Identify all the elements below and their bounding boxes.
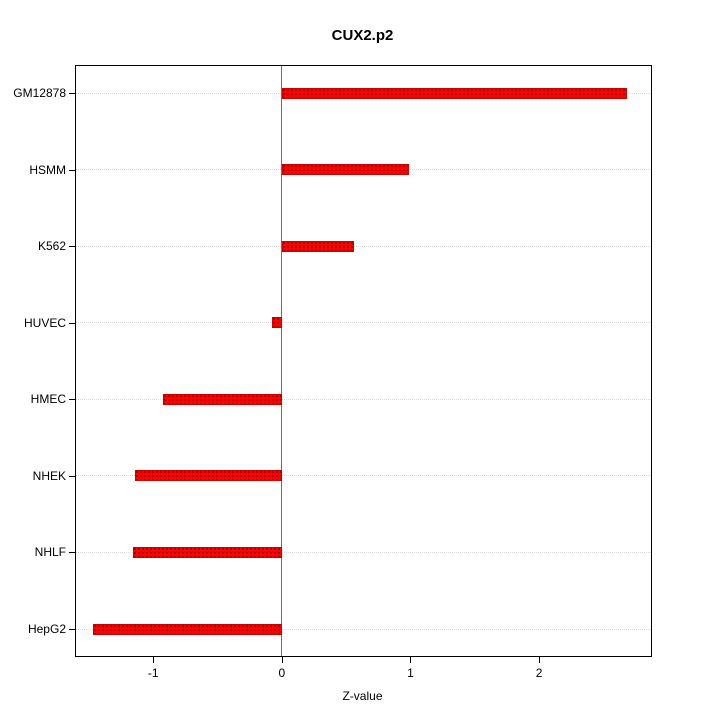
y-tick-mark	[69, 399, 75, 401]
y-tick-mark	[69, 246, 75, 248]
bar-hepg2	[92, 623, 282, 635]
y-tick-label-nhek: NHEK	[32, 468, 66, 483]
bar-huvec	[271, 317, 282, 329]
y-tick-label-hepg2: HepG2	[27, 622, 66, 636]
y-tick-mark	[69, 552, 75, 554]
bar-nhek	[135, 470, 282, 482]
gridline-hepg2	[76, 628, 651, 630]
y-tick-mark	[69, 629, 75, 630]
gridline-huvec	[76, 322, 651, 324]
gridline-hmec	[76, 398, 651, 400]
y-tick-mark	[69, 475, 75, 477]
y-tick-label-hmec: HMEC	[30, 392, 66, 407]
x-tick-mark	[153, 657, 155, 663]
x-axis-label: Z-value	[342, 689, 383, 703]
x-tick-label-1: 1	[407, 666, 414, 680]
y-tick-label-nhlf: NHLF	[34, 545, 66, 560]
bar-gm12878	[281, 87, 627, 99]
y-tick-mark	[69, 322, 75, 324]
gridline-k562	[76, 245, 651, 247]
x-tick-mark	[281, 657, 283, 663]
gridline-nhek	[76, 475, 651, 477]
gridline-nhlf	[76, 551, 651, 553]
chart-title: CUX2.p2	[331, 27, 394, 44]
y-tick-mark	[69, 93, 75, 94]
y-tick-label-gm12878: GM12878	[13, 86, 66, 100]
bar-hsmm	[281, 164, 410, 176]
y-tick-label-huvec: HUVEC	[23, 315, 66, 330]
x-tick-label--1: -1	[147, 666, 159, 680]
x-tick-label-0: 0	[278, 666, 286, 680]
x-tick-mark	[539, 657, 541, 663]
bar-k562	[281, 240, 354, 252]
x-tick-label-2: 2	[535, 666, 543, 680]
plot-area: -1 0 1 2 GM12878 HSMM K562 HUVEC HMEC NHEK NHLF He…	[13, 65, 652, 680]
bar-nhlf	[132, 546, 282, 558]
y-tick-label-k562: K562	[37, 239, 66, 254]
x-tick-mark	[410, 657, 412, 663]
y-tick-mark	[69, 169, 75, 171]
bar-hmec	[163, 393, 282, 405]
zero-reference-line	[281, 66, 283, 656]
y-tick-label-hsmm: HSMM	[29, 162, 66, 177]
